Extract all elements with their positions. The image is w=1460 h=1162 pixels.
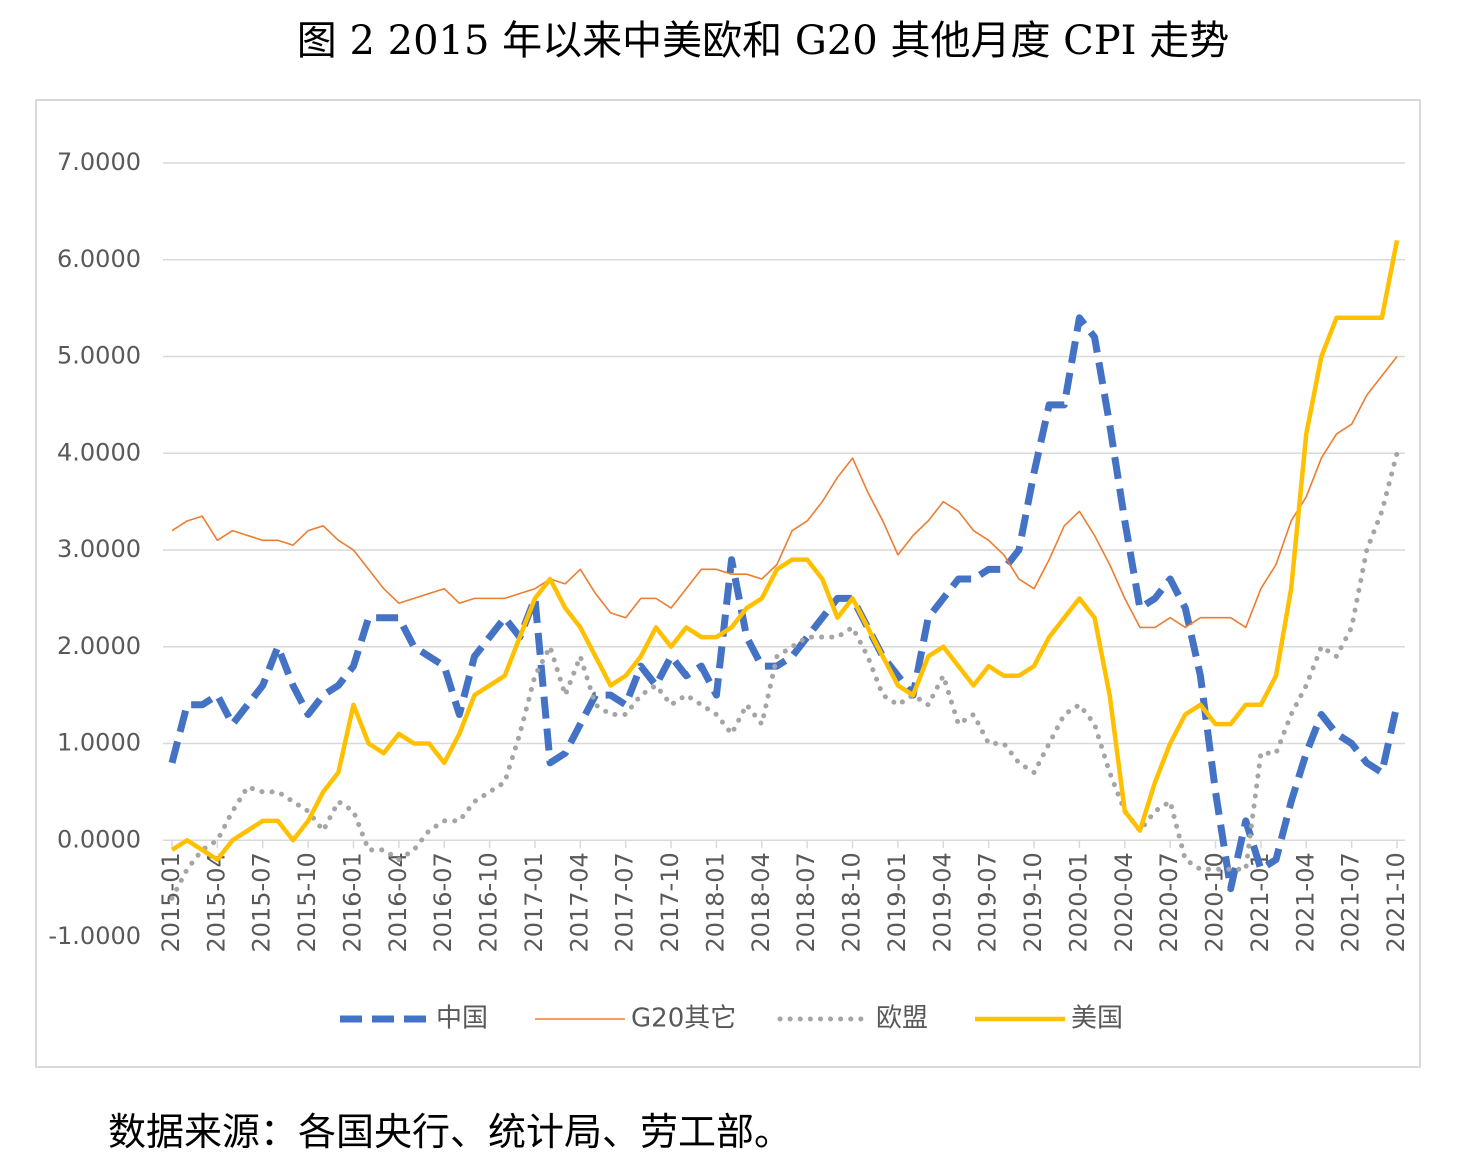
- y-tick-label: 2.0000: [57, 632, 141, 660]
- y-tick-label: 0.0000: [57, 825, 141, 853]
- x-tick-label: 2015-01: [157, 852, 185, 952]
- y-tick-label: 3.0000: [57, 535, 141, 563]
- x-tick-label: 2021-07: [1337, 852, 1365, 952]
- x-tick-label: 2018-01: [701, 852, 729, 952]
- x-tick-label: 2020-01: [1064, 852, 1092, 952]
- x-tick-label: 2021-04: [1291, 852, 1319, 952]
- y-tick-label: 7.0000: [57, 148, 141, 176]
- chart-title: 图 2 2015 年以来中美欧和 G20 其他月度 CPI 走势: [297, 18, 1229, 64]
- x-tick-label: 2015-04: [202, 852, 230, 952]
- x-tick-label: 2016-01: [338, 852, 366, 952]
- x-tick-label: 2019-07: [974, 852, 1002, 952]
- series-line: [169, 450, 1400, 901]
- y-tick-label: -1.0000: [48, 922, 141, 950]
- series-line: [170, 239, 1400, 862]
- x-tick-label: 2017-04: [565, 852, 593, 952]
- x-tick-label: 2020-10: [1201, 852, 1229, 952]
- series-line: [168, 314, 1401, 893]
- x-tick-label: 2018-07: [792, 852, 820, 952]
- x-tick-label: 2019-10: [1019, 852, 1047, 952]
- x-tick-label: 2021-10: [1382, 852, 1410, 952]
- legend-label: 欧盟: [876, 1004, 928, 1034]
- y-tick-label: 4.0000: [57, 438, 141, 466]
- x-tick-label: 2015-10: [293, 852, 321, 952]
- source-note: 数据来源：各国央行、统计局、劳工部。: [108, 1110, 792, 1154]
- series-line: [171, 356, 1398, 629]
- x-tick-label: 2020-04: [1110, 852, 1138, 952]
- x-tick-label: 2017-01: [520, 852, 548, 952]
- x-tick-label: 2020-07: [1155, 852, 1183, 952]
- legend-label: G20其它: [631, 1004, 736, 1034]
- y-tick-label: 1.0000: [57, 729, 141, 757]
- x-tick-label: 2018-04: [747, 852, 775, 952]
- x-tick-label: 2015-07: [248, 852, 276, 952]
- legend-label: 美国: [1071, 1004, 1123, 1034]
- x-tick-label: 2021-01: [1246, 852, 1274, 952]
- x-tick-label: 2018-10: [838, 852, 866, 952]
- x-tick-label: 2016-07: [429, 852, 457, 952]
- y-tick-label: 6.0000: [57, 245, 141, 273]
- y-tick-label: 5.0000: [57, 342, 141, 370]
- legend-label: 中国: [436, 1004, 488, 1034]
- x-tick-label: 2016-10: [475, 852, 503, 952]
- x-tick-label: 2019-01: [883, 852, 911, 952]
- x-tick-label: 2017-10: [656, 852, 684, 952]
- x-tick-label: 2016-04: [384, 852, 412, 952]
- x-tick-label: 2019-04: [928, 852, 956, 952]
- x-tick-label: 2017-07: [611, 852, 639, 952]
